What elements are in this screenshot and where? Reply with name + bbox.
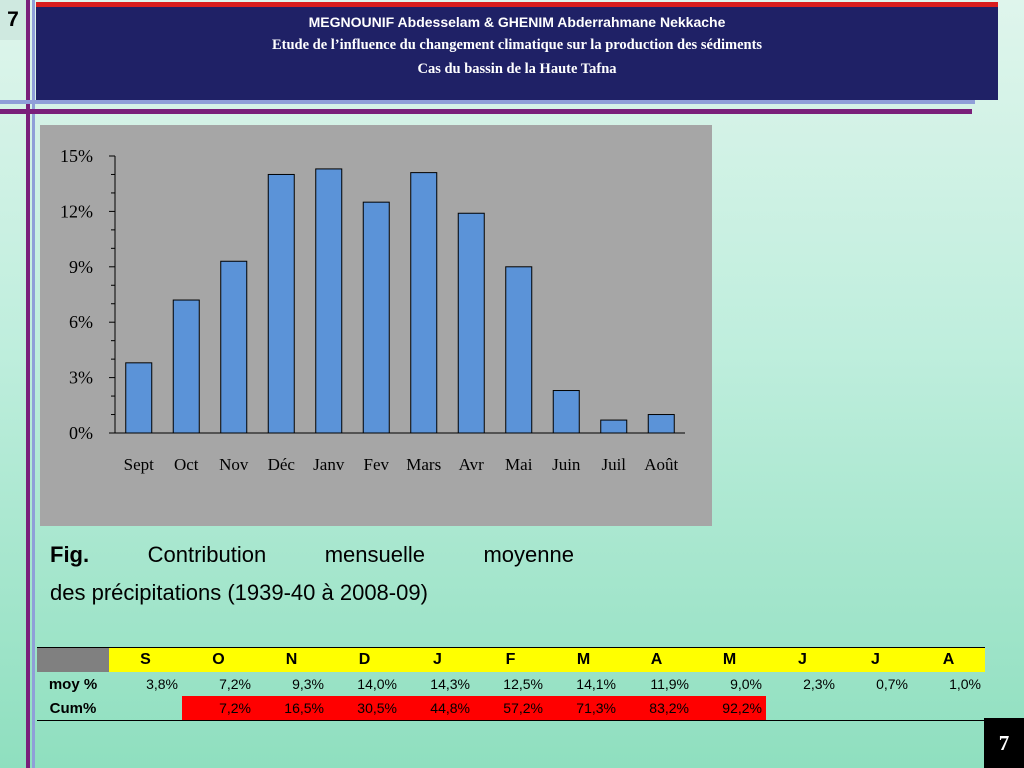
table-cell: 9,0% [730,676,762,692]
table-cell: 12,5% [503,676,543,692]
table-header-cell: F [474,647,547,672]
header-subtitle: Cas du bassin de la Haute Tafna [417,61,617,77]
table-row-moy: moy % 3,8% 7,2% 9,3% 14,0% 14,3% 12,5% 1… [37,672,985,696]
caption-label: Fig. [50,542,90,567]
figure-caption: Fig. Contribution mensuelle moyenne des … [50,536,574,612]
table-cell: 83,2% [620,696,693,721]
x-tick-label: Mai [505,455,533,474]
table-row-label: moy % [48,675,98,693]
chart-bar [315,168,343,434]
chart-bar [125,362,153,434]
y-tick-label: 9% [69,257,93,277]
table-row-label: Cum% [49,699,97,717]
y-tick-label: 15% [60,146,93,166]
table-cell: 14,1% [576,676,616,692]
x-tick-label: Sept [124,455,155,474]
table-cell: 44,8% [401,696,474,721]
chart-bar [600,419,628,434]
table-cell [766,696,839,721]
x-tick-label: Nov [219,455,249,474]
caption-line-1: Fig. Contribution mensuelle moyenne [50,536,574,574]
table-cell: 16,5% [255,696,328,721]
chart-bar [505,266,533,434]
caption-word: Contribution [147,542,267,567]
bar-chart: 0% 3% 6% 9% 12% 15% Sept Oct Nov Déc Janv Fev Mars Av… [60,146,685,474]
chart-panel: 0% 3% 6% 9% 12% 15% Sept Oct Nov Déc Janv Fev Mars Av… [40,125,712,526]
x-tick-label: Avr [459,455,485,474]
table-cell: 30,5% [328,696,401,721]
x-tick-label: Août [644,455,678,474]
table-cell: 57,2% [474,696,547,721]
y-tick-label: 3% [69,368,93,388]
monthly-data-table: S O N D J F M A M J J A moy % 3,8% 7,2% … [37,647,985,721]
x-tick-label: Fev [364,455,390,474]
table-cell: 92,2% [693,696,766,721]
table-header-cell: J [766,647,839,672]
table-cell: 3,8% [146,676,178,692]
x-tick-label: Oct [174,455,199,474]
table-header-cell: N [255,647,328,672]
table-cell [109,696,182,721]
slide-number-bottom: 7 [984,718,1024,768]
caption-word: mensuelle [324,542,425,567]
chart-bar [647,414,675,434]
table-header-cell: J [839,647,912,672]
table-header-cell: M [693,647,766,672]
header-authors: MEGNOUNIF Abdesselam & GHENIM Abderrahma… [308,14,726,30]
x-tick-label: Déc [268,455,296,474]
table-cell: 7,2% [219,676,251,692]
y-tick-label: 0% [69,423,93,443]
x-tick-label: Janv [313,455,345,474]
chart-bar [220,260,248,434]
table-header-cell: J [401,647,474,672]
caption-line-2: des précipitations (1939-40 à 2008-09) [50,580,428,605]
table-row-cum: Cum% 7,2% 16,5% 30,5% 44,8% 57,2% 71,3% … [37,696,985,721]
chart-bar [552,390,580,434]
chart-bar [362,201,390,434]
table-header-cell: M [547,647,620,672]
x-tick-label: Juil [601,455,626,474]
table-header-row: S O N D J F M A M J J A [37,647,985,672]
caption-word: moyenne [483,542,574,567]
table-header-cell: D [328,647,401,672]
chart-bar [267,173,295,434]
table-corner-cell [37,647,109,672]
chart-bar [457,212,485,434]
chart-bar [172,299,200,434]
frame-line-top-blue [0,100,975,104]
table-cell: 9,3% [292,676,324,692]
frame-line-left-blue [32,0,35,768]
table-header-cell: A [620,647,693,672]
table-cell: 14,3% [430,676,470,692]
table-cell: 11,9% [650,676,689,692]
frame-line-top-purple [0,109,972,114]
table-header-cell: A [912,647,985,672]
table-cell: 1,0% [949,676,981,692]
table-header-cell: S [109,647,182,672]
table-cell [912,696,985,721]
slide-number-top: 7 [0,0,26,40]
header-banner: MEGNOUNIF Abdesselam & GHENIM Abderrahma… [36,2,998,100]
y-tick-label: 6% [69,312,93,332]
table-cell: 7,2% [182,696,255,721]
y-tick-label: 12% [60,201,93,221]
table-cell: 14,0% [357,676,397,692]
x-tick-label: Mars [406,455,441,474]
table-header-cell: O [182,647,255,672]
chart-bar [410,172,438,434]
table-cell [839,696,912,721]
frame-line-left-purple [26,0,30,768]
x-tick-label: Juin [552,455,581,474]
table-cell: 71,3% [547,696,620,721]
table-cell: 0,7% [876,676,908,692]
table-cell: 2,3% [803,676,835,692]
header-title: Etude de l’influence du changement clima… [271,37,763,53]
